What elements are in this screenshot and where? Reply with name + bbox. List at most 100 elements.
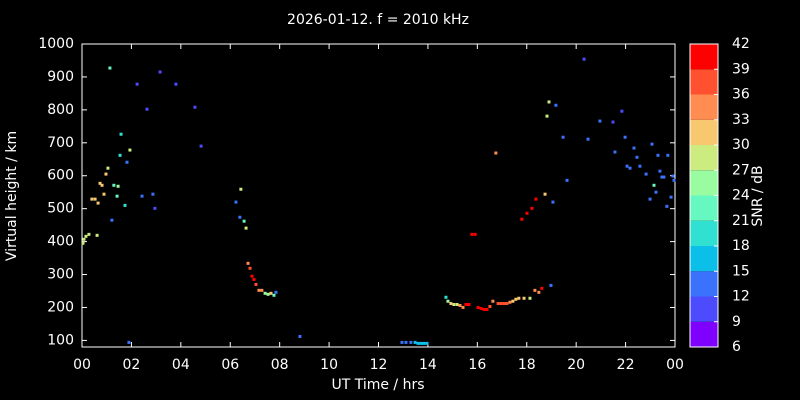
data-point [82, 237, 86, 241]
data-point [499, 302, 503, 306]
data-point [473, 232, 477, 236]
data-point [545, 114, 549, 118]
colorbar-label: SNR / dB [750, 165, 766, 226]
data-point [543, 192, 547, 196]
data-point [153, 206, 157, 210]
data-point [666, 153, 670, 157]
data-point [266, 292, 270, 296]
y-axis-label: Virtual height / km [4, 131, 20, 261]
data-point [638, 164, 642, 168]
data-point [632, 146, 636, 150]
data-point [125, 160, 129, 164]
data-point [151, 192, 155, 196]
data-point [561, 135, 565, 139]
y-tick-label: 700 [47, 135, 74, 151]
data-point [404, 340, 408, 344]
data-point [658, 169, 662, 173]
data-point [250, 274, 254, 278]
data-point [115, 194, 119, 198]
data-point [488, 304, 492, 308]
data-point [263, 291, 267, 295]
x-tick-label: 16 [468, 357, 486, 373]
data-point [565, 178, 569, 182]
colorbar-band [690, 145, 718, 171]
data-point [656, 153, 660, 157]
colorbar-tick-label: 12 [732, 289, 750, 305]
data-point [496, 302, 500, 306]
data-point [611, 120, 615, 124]
colorbar-band [690, 195, 718, 221]
data-point [672, 178, 676, 182]
x-axis-label: UT Time / hrs [331, 377, 424, 393]
data-point [549, 283, 553, 287]
data-point [520, 217, 524, 221]
data-point [491, 299, 495, 303]
y-tick-label: 300 [47, 267, 74, 283]
y-tick-label: 600 [47, 168, 74, 184]
data-point [665, 204, 669, 208]
x-tick-label: 02 [123, 357, 141, 373]
data-point [193, 105, 197, 109]
colorbar-band [690, 271, 718, 297]
data-point [648, 197, 652, 201]
data-point [508, 300, 512, 304]
data-point [525, 211, 529, 215]
data-point [547, 100, 551, 104]
data-point [449, 302, 453, 306]
data-point [623, 135, 627, 139]
data-point [400, 340, 404, 344]
data-point [96, 201, 100, 205]
data-point [517, 296, 521, 300]
data-point [199, 144, 203, 148]
colorbar-band [690, 220, 718, 246]
data-point [530, 206, 534, 210]
data-point [514, 297, 518, 301]
data-point [90, 197, 94, 201]
y-tick-label: 800 [47, 102, 74, 118]
x-tick-label: 12 [370, 357, 388, 373]
data-point [533, 288, 537, 292]
data-point [81, 241, 85, 245]
colorbar-tick-label: 36 [732, 87, 750, 103]
data-point [272, 293, 276, 297]
data-point [246, 261, 250, 265]
colorbar-tick-label: 18 [732, 238, 750, 254]
x-tick-label: 18 [518, 357, 536, 373]
data-point [106, 166, 110, 170]
data-point [613, 150, 617, 154]
data-point [174, 82, 178, 86]
data-point [660, 175, 664, 179]
data-point [662, 175, 666, 179]
data-point [409, 340, 413, 344]
data-point [479, 306, 483, 310]
data-point [522, 296, 526, 300]
data-point [254, 282, 258, 286]
colorbar-band [690, 69, 718, 95]
data-point [554, 103, 558, 107]
data-point [644, 172, 648, 176]
data-point [582, 57, 586, 61]
colorbar-tick-label: 42 [732, 36, 750, 52]
data-point [452, 303, 456, 307]
data-point [422, 341, 426, 345]
colorbar-tick-label: 6 [732, 339, 741, 355]
data-point [620, 109, 624, 113]
data-point [127, 340, 131, 344]
colorbar-band [690, 296, 718, 322]
data-point [455, 303, 459, 307]
data-point [98, 181, 102, 185]
data-point [654, 190, 658, 194]
data-point [108, 66, 112, 70]
data-point [87, 232, 91, 236]
colorbar-tick-label: 27 [732, 162, 750, 178]
data-point [93, 197, 97, 201]
y-tick-label: 400 [47, 234, 74, 250]
y-tick-label: 100 [47, 332, 74, 348]
colorbar-band [690, 246, 718, 272]
data-point [95, 233, 99, 237]
data-point [238, 215, 242, 219]
data-point [242, 219, 246, 223]
data-point [84, 234, 88, 238]
data-point [586, 137, 590, 141]
